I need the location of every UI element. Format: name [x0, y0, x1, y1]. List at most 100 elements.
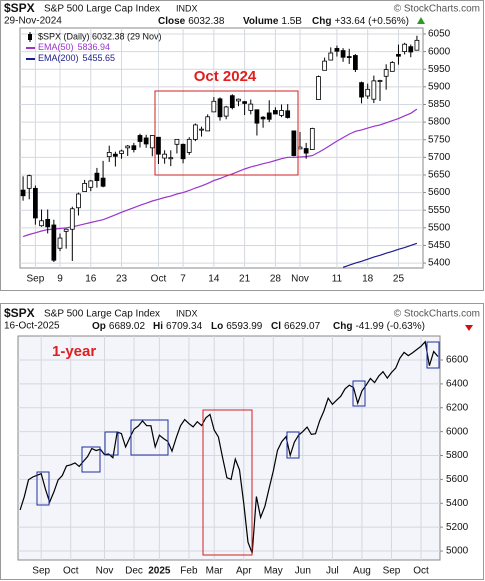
candle-body	[273, 110, 278, 115]
quote: Chg +33.64 (+0.56%)	[312, 16, 409, 27]
y-tick-label: 6400	[446, 379, 469, 390]
candle-body	[266, 112, 272, 120]
candle-body	[229, 95, 235, 109]
candle-body	[82, 183, 87, 192]
y-tick-label: 5900	[428, 81, 451, 92]
candle-body	[33, 187, 38, 219]
candle-body	[149, 135, 155, 149]
candle-body	[303, 148, 309, 154]
quote-value: 6709.34	[166, 321, 203, 332]
quote: Hi 6709.34	[153, 321, 203, 332]
candle-body	[328, 52, 334, 61]
candle-body	[39, 220, 44, 227]
legend-value: 5836.94	[78, 42, 111, 52]
candle-body	[119, 150, 124, 154]
candle-body	[279, 110, 284, 116]
quote-value: 6629.07	[284, 321, 321, 332]
x-tick-label: Oct	[151, 274, 167, 285]
exchange: INDX	[176, 3, 198, 13]
y-tick-label: 5800	[428, 117, 451, 128]
x-tick-label: Dec	[125, 566, 143, 577]
candle-body	[76, 193, 81, 209]
candle-body	[353, 55, 358, 70]
quote: Cl 6629.07	[271, 321, 321, 332]
candle-body	[340, 50, 346, 58]
x-tick-label: Nov	[96, 566, 114, 577]
candle-body	[297, 146, 303, 150]
x-tick-label: 25	[393, 274, 405, 285]
plot-area	[19, 27, 424, 269]
candle-body	[26, 175, 32, 189]
candle-body	[248, 103, 254, 111]
ema-line	[22, 108, 418, 238]
highlight-box	[36, 471, 50, 506]
quote-value: 6593.99	[226, 321, 263, 332]
quote: Close 6032.38	[158, 16, 225, 27]
candle-body	[309, 128, 315, 150]
y-tick-label: 5500	[428, 222, 451, 233]
y-tick-label: 5800	[446, 450, 469, 461]
candle-body	[322, 60, 327, 71]
candle-body	[389, 62, 395, 72]
quote-label: Lo	[211, 321, 223, 332]
y-tick-label: 5650	[428, 170, 451, 181]
legend-value: 5455.65	[83, 53, 116, 63]
candle-body	[57, 237, 63, 249]
quote-value: 6032.38	[188, 16, 225, 27]
y-tick-label: 5700	[428, 152, 451, 163]
y-tick-label: 5600	[446, 474, 469, 485]
x-tick-label: Nov	[291, 274, 309, 285]
y-tick-label: 5600	[428, 187, 451, 198]
y-tick-label: 5950	[428, 64, 451, 75]
highlight-box	[81, 446, 101, 473]
candle-body	[377, 80, 383, 82]
candle-body	[94, 172, 100, 181]
date: 16-Oct-2025	[4, 321, 60, 332]
y-tick-label: 6050	[428, 29, 451, 40]
x-tick-label: Jul	[326, 566, 339, 577]
index-title: S&P 500 Large Cap Index	[44, 4, 160, 15]
candle-body	[260, 116, 266, 120]
highlight-box	[286, 431, 300, 459]
candle-body	[316, 76, 321, 100]
highlight-box	[130, 419, 169, 456]
legend-label: $SPX (Daily) 6032.38 (29 Nov)	[38, 31, 162, 41]
candle-body	[193, 124, 198, 140]
x-tick-label: 23	[116, 274, 128, 285]
candle-body	[168, 157, 174, 160]
x-tick-label: 28	[270, 274, 282, 285]
candle-body	[414, 39, 420, 51]
up-arrow	[417, 17, 425, 24]
candle-body	[346, 56, 352, 58]
legend-name: EMA(50)	[38, 42, 74, 52]
x-tick-label: Jun	[295, 566, 311, 577]
x-tick-label: Sep	[26, 274, 44, 285]
candle-body	[402, 43, 407, 53]
credit: © StockCharts.com	[394, 4, 480, 15]
y-tick-label: 5550	[428, 205, 451, 216]
candle-body	[100, 177, 106, 187]
quote: Chg -41.99 (-0.63%)	[333, 321, 425, 332]
x-tick-label: 2025	[148, 566, 171, 577]
candle-body	[186, 138, 192, 153]
candle-body	[365, 88, 371, 97]
candle-body	[217, 98, 223, 118]
quote: Lo 6593.99	[211, 321, 263, 332]
candle-body	[285, 110, 291, 118]
candle-body	[359, 82, 364, 98]
legend-name: EMA(200)	[38, 53, 79, 63]
x-tick-label: Oct	[413, 566, 429, 577]
highlight-box	[426, 341, 440, 369]
y-tick-label: 5750	[428, 134, 451, 145]
annotation: Oct 2024	[194, 68, 257, 85]
candle-body	[125, 145, 131, 149]
quote: Volume 1.5B	[243, 16, 302, 27]
x-tick-label: Feb	[180, 566, 198, 577]
highlight-box	[352, 380, 366, 407]
candle-body	[205, 116, 211, 132]
quote-value: 1.5B	[281, 16, 302, 27]
plot-area	[17, 335, 441, 561]
y-tick-label: 5400	[446, 498, 469, 509]
quote-label: Cl	[271, 321, 281, 332]
quote-label: Volume	[243, 16, 279, 27]
